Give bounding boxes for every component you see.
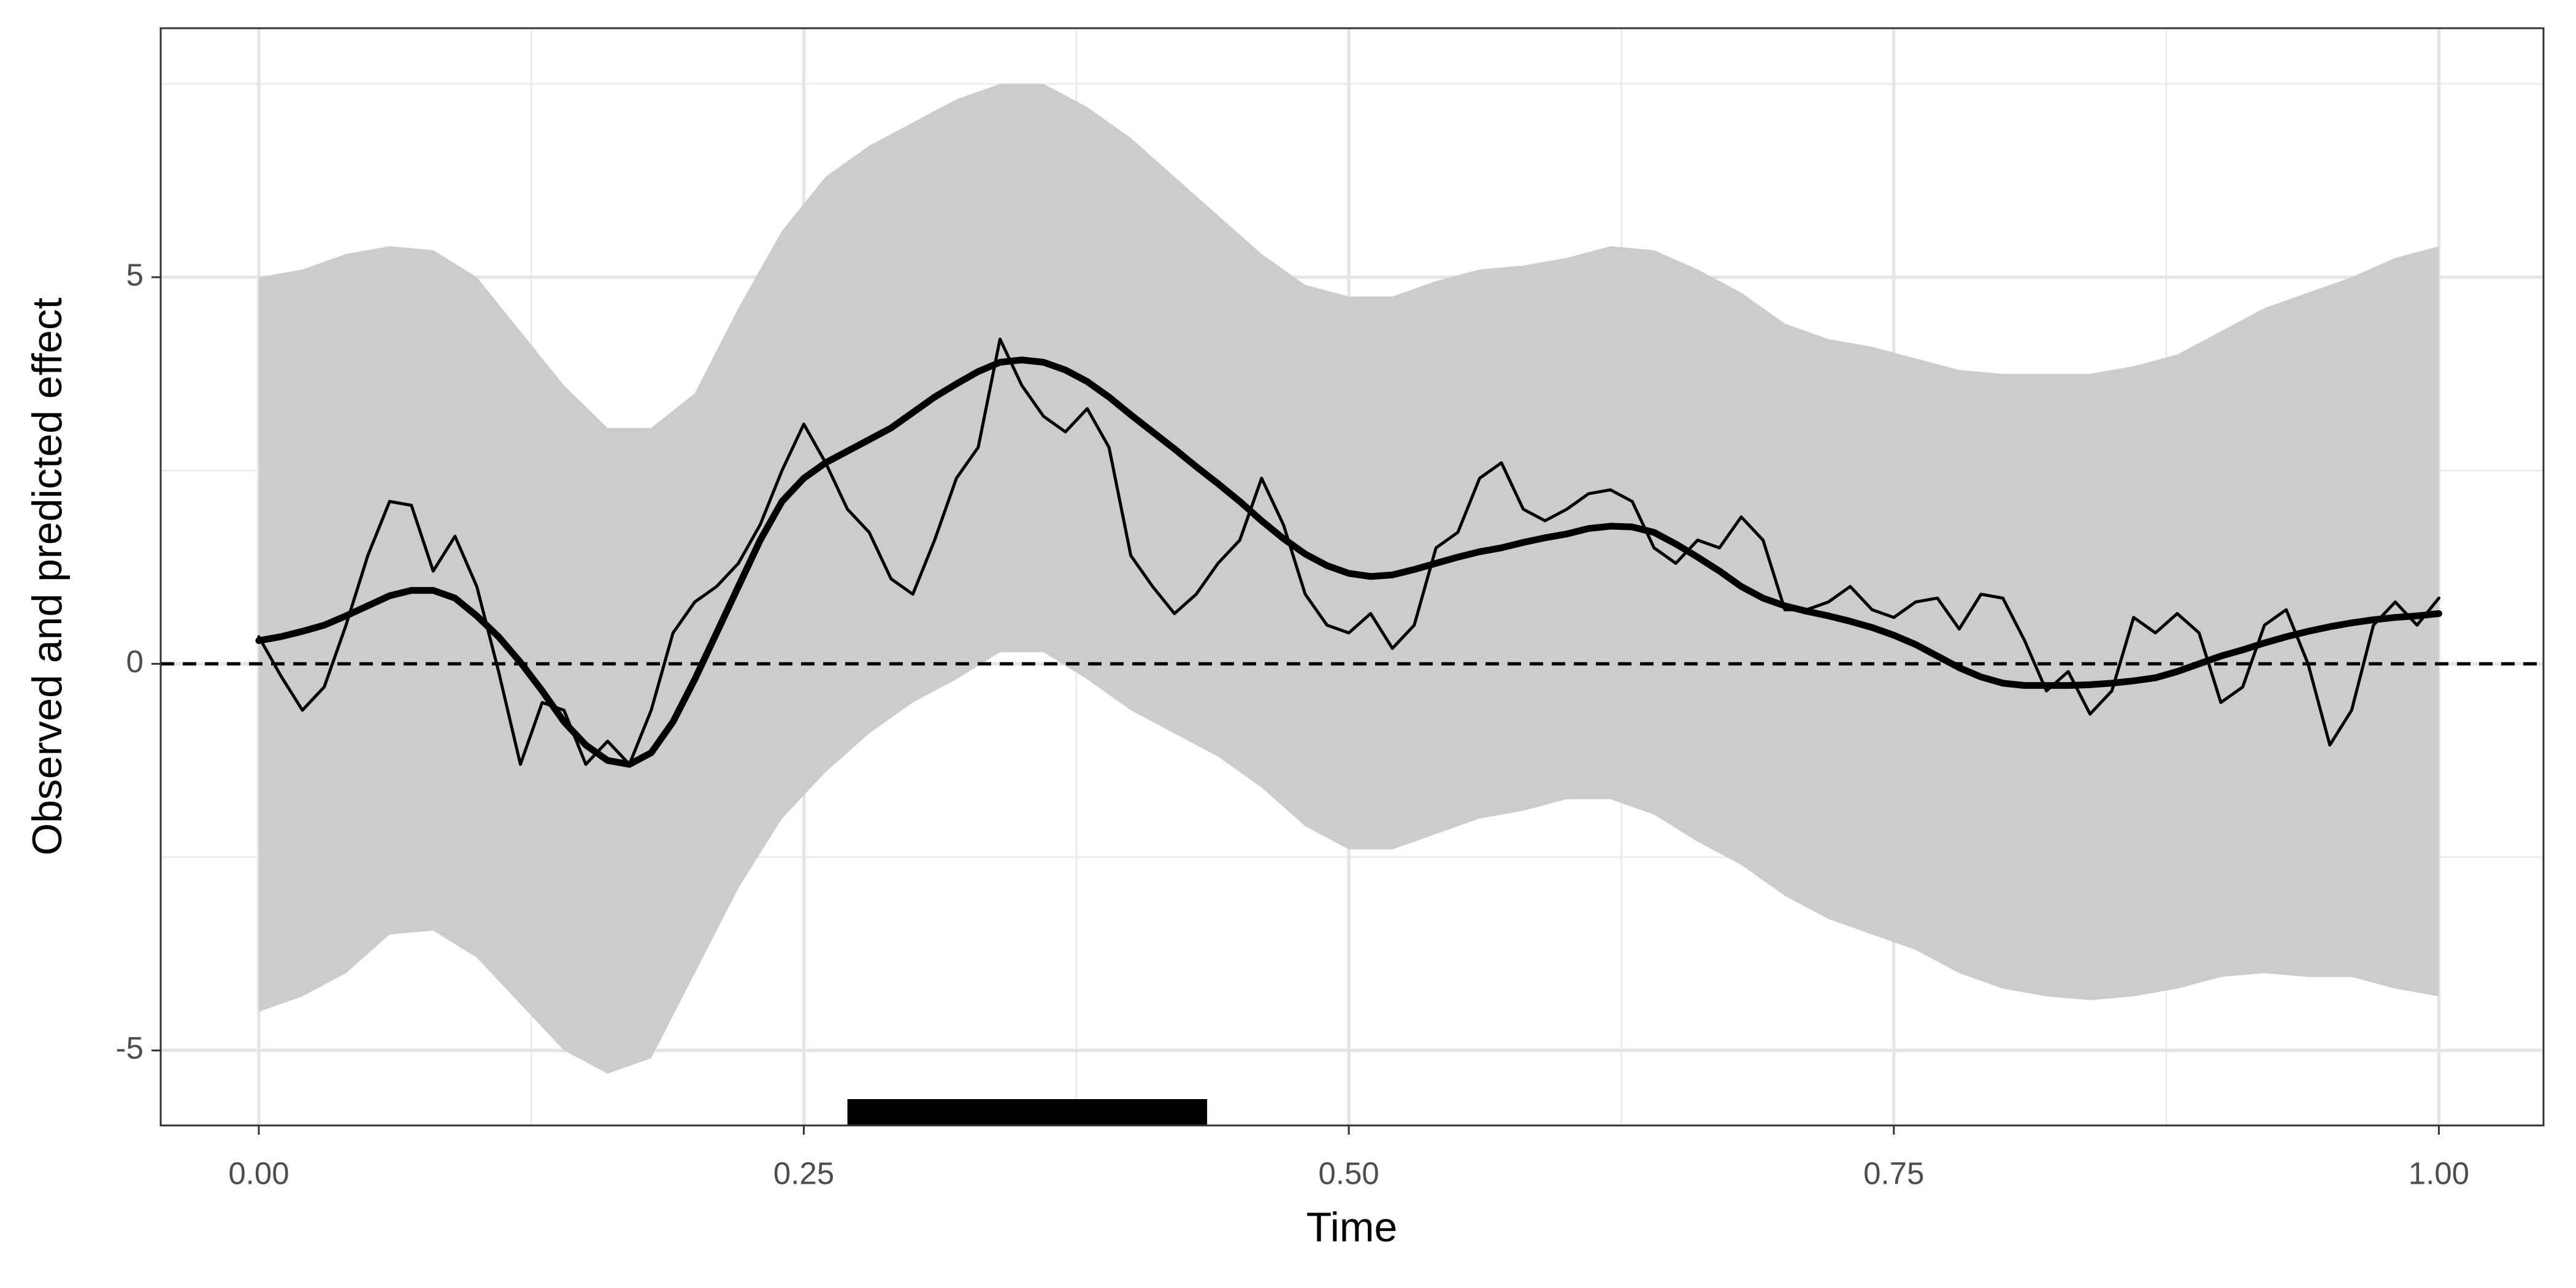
panel-border: [159, 27, 2545, 1127]
y-tick-label: 5: [126, 257, 144, 292]
y-tick-label: -5: [116, 1030, 144, 1065]
x-tick-label: 1.00: [2409, 1156, 2469, 1190]
confidence-band: [258, 83, 2439, 1074]
x-tick-label: 0.00: [228, 1156, 289, 1190]
x-axis-title: Time: [1306, 1204, 1398, 1251]
significance-bar: [847, 1099, 1208, 1125]
y-tick-label: 0: [126, 644, 144, 679]
series-line: [255, 356, 2442, 768]
y-axis-title: Observed and predicted effect: [24, 297, 71, 856]
x-tick-label: 0.50: [1319, 1156, 1379, 1190]
x-tick-label: 0.75: [1863, 1156, 1924, 1190]
x-tick-label: 0.25: [773, 1156, 834, 1190]
